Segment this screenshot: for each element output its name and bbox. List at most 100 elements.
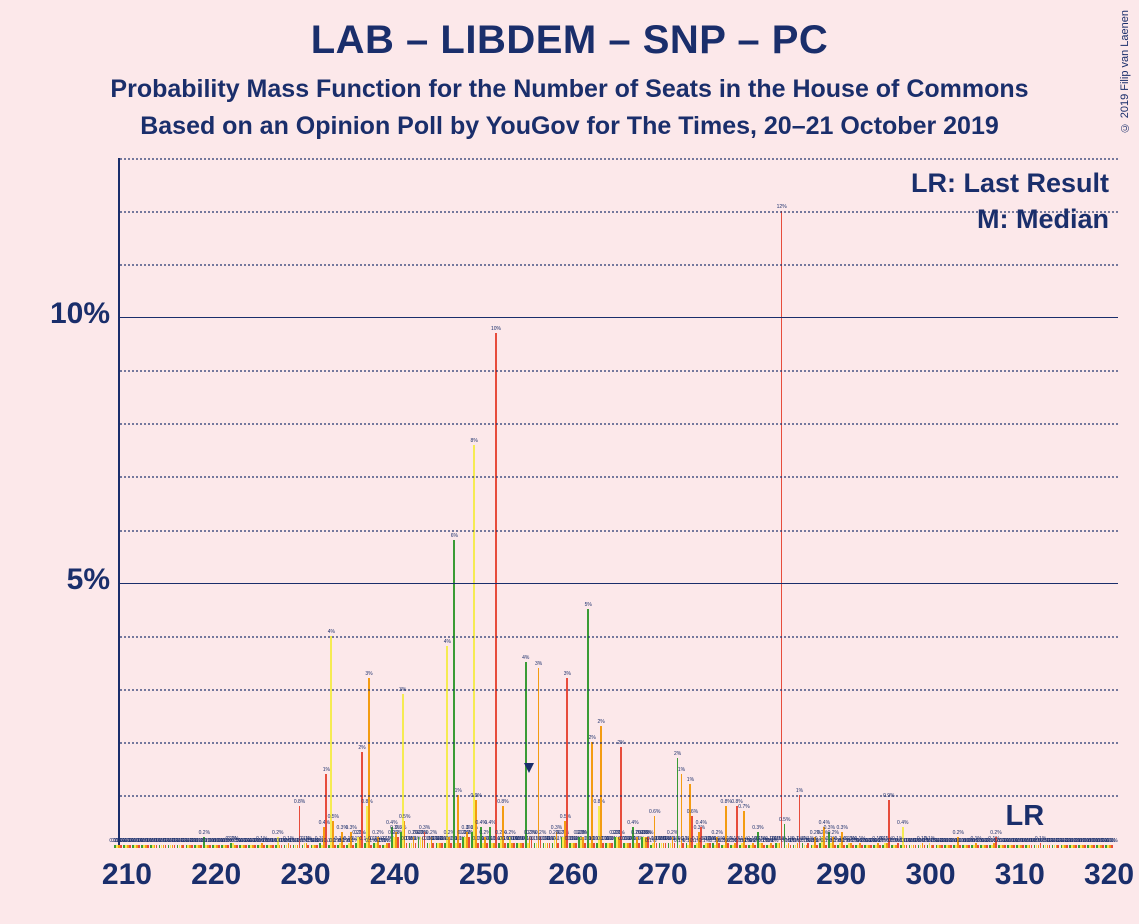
bar-red — [254, 845, 256, 848]
bar-red — [316, 845, 318, 848]
bar-red — [1004, 845, 1006, 848]
bar-value-label: 0.5% — [395, 814, 415, 820]
bar-red — [745, 845, 747, 848]
bar-value-label: 1% — [790, 788, 810, 794]
bar-red — [950, 845, 952, 848]
x-axis-tick-label: 280 — [722, 858, 782, 892]
bar-red — [593, 843, 595, 848]
gridline-major — [120, 583, 1118, 584]
bar-value-label: 4% — [321, 629, 341, 635]
bar-red — [513, 843, 515, 848]
bar-red — [459, 843, 461, 848]
bar-red — [227, 845, 229, 848]
bar-value-label: 1% — [672, 767, 692, 773]
bar-red — [1031, 845, 1033, 848]
bar-value-label: 0.8% — [290, 799, 310, 805]
bar-red — [236, 845, 238, 848]
bar-value-label: 0.8% — [493, 799, 513, 805]
chart-subtitle-1: Probability Mass Function for the Number… — [0, 75, 1139, 104]
bar-red — [1013, 845, 1015, 848]
bar-red — [566, 678, 568, 848]
bar-value-label: 0.3% — [832, 825, 852, 831]
bar-red — [325, 774, 327, 848]
gridline-minor — [120, 264, 1118, 266]
bar-value-label: 0.4% — [623, 820, 643, 826]
bar-value-label: 8% — [464, 438, 484, 444]
bar-red — [120, 845, 122, 848]
bar-red — [307, 845, 309, 848]
bar-red — [129, 845, 131, 848]
bar-red — [825, 845, 827, 848]
x-axis-tick-label: 220 — [186, 858, 246, 892]
bar-red — [272, 845, 274, 848]
bar-red — [1057, 845, 1059, 848]
bar-green — [587, 609, 589, 848]
x-axis-tick-label: 240 — [365, 858, 425, 892]
bar-value-label: 10% — [486, 326, 506, 332]
bar-red — [182, 845, 184, 848]
bar-red — [406, 843, 408, 848]
bar-green — [453, 540, 455, 848]
bar-value-label: 0.2% — [194, 830, 214, 836]
bar-value-label: 0.5% — [323, 814, 343, 820]
bar-red — [352, 845, 354, 848]
bar-red — [638, 843, 640, 848]
bar-value-label: 2% — [668, 751, 688, 757]
bar-value-label: 0.4% — [691, 820, 711, 826]
plot-area: 0.1%0.1%0.1%0.1%0.1%0.1%0.1%0.1%0.1%0.1%… — [118, 158, 1118, 848]
bar-red — [986, 845, 988, 848]
bar-red — [432, 843, 434, 848]
bar-red — [477, 843, 479, 848]
bar-red — [665, 843, 667, 848]
lr-annotation: LR — [1006, 800, 1045, 833]
chart-container: © 2019 Filip van Laenen LAB – LIBDEM – S… — [0, 0, 1139, 924]
x-axis-tick-label: 270 — [633, 858, 693, 892]
bar-red — [763, 845, 765, 848]
bar-red — [861, 845, 863, 848]
bar-red — [924, 845, 926, 848]
bar-red — [879, 845, 881, 848]
bar-red — [968, 845, 970, 848]
bar-red — [1102, 845, 1104, 848]
bar-red — [504, 843, 506, 848]
gridline-minor — [120, 476, 1118, 478]
bar-red — [772, 845, 774, 848]
bar-red — [450, 843, 452, 848]
bar-red — [575, 843, 577, 848]
bar-red — [209, 845, 211, 848]
bar-red — [1111, 845, 1113, 848]
gridline-minor — [120, 211, 1118, 213]
bar-red — [174, 845, 176, 848]
bar-value-label: 6% — [444, 533, 464, 539]
bar-red — [1084, 845, 1086, 848]
bar-red — [977, 845, 979, 848]
bar-red — [834, 845, 836, 848]
bar-red — [549, 843, 551, 848]
gridline-minor — [120, 636, 1118, 638]
bar-red — [486, 843, 488, 848]
bar-red — [334, 845, 336, 848]
bar-red — [156, 845, 158, 848]
bar-red — [281, 845, 283, 848]
gridline-minor — [120, 158, 1118, 160]
bar-orange — [368, 678, 370, 848]
bar-value-label: 3% — [359, 671, 379, 677]
bar-red — [557, 843, 559, 848]
bar-red — [1066, 845, 1068, 848]
bar-red — [263, 845, 265, 848]
bar-red — [629, 843, 631, 848]
y-axis-tick-label: 5% — [30, 563, 110, 597]
bar-value-label: 1% — [680, 777, 700, 783]
bar-red — [1022, 845, 1024, 848]
chart-subtitle-2: Based on an Opinion Poll by YouGov for T… — [0, 112, 1139, 141]
x-axis-tick-label: 260 — [543, 858, 603, 892]
gridline-major — [120, 317, 1118, 318]
bar-value-label: 5% — [578, 602, 598, 608]
bar-red — [932, 845, 934, 848]
bar-red — [906, 845, 908, 848]
bar-red — [191, 845, 193, 848]
gridline-minor — [120, 689, 1118, 691]
bar-red — [959, 845, 961, 848]
bar-value-label: 0.3% — [748, 825, 768, 831]
x-axis-tick-label: 230 — [276, 858, 336, 892]
